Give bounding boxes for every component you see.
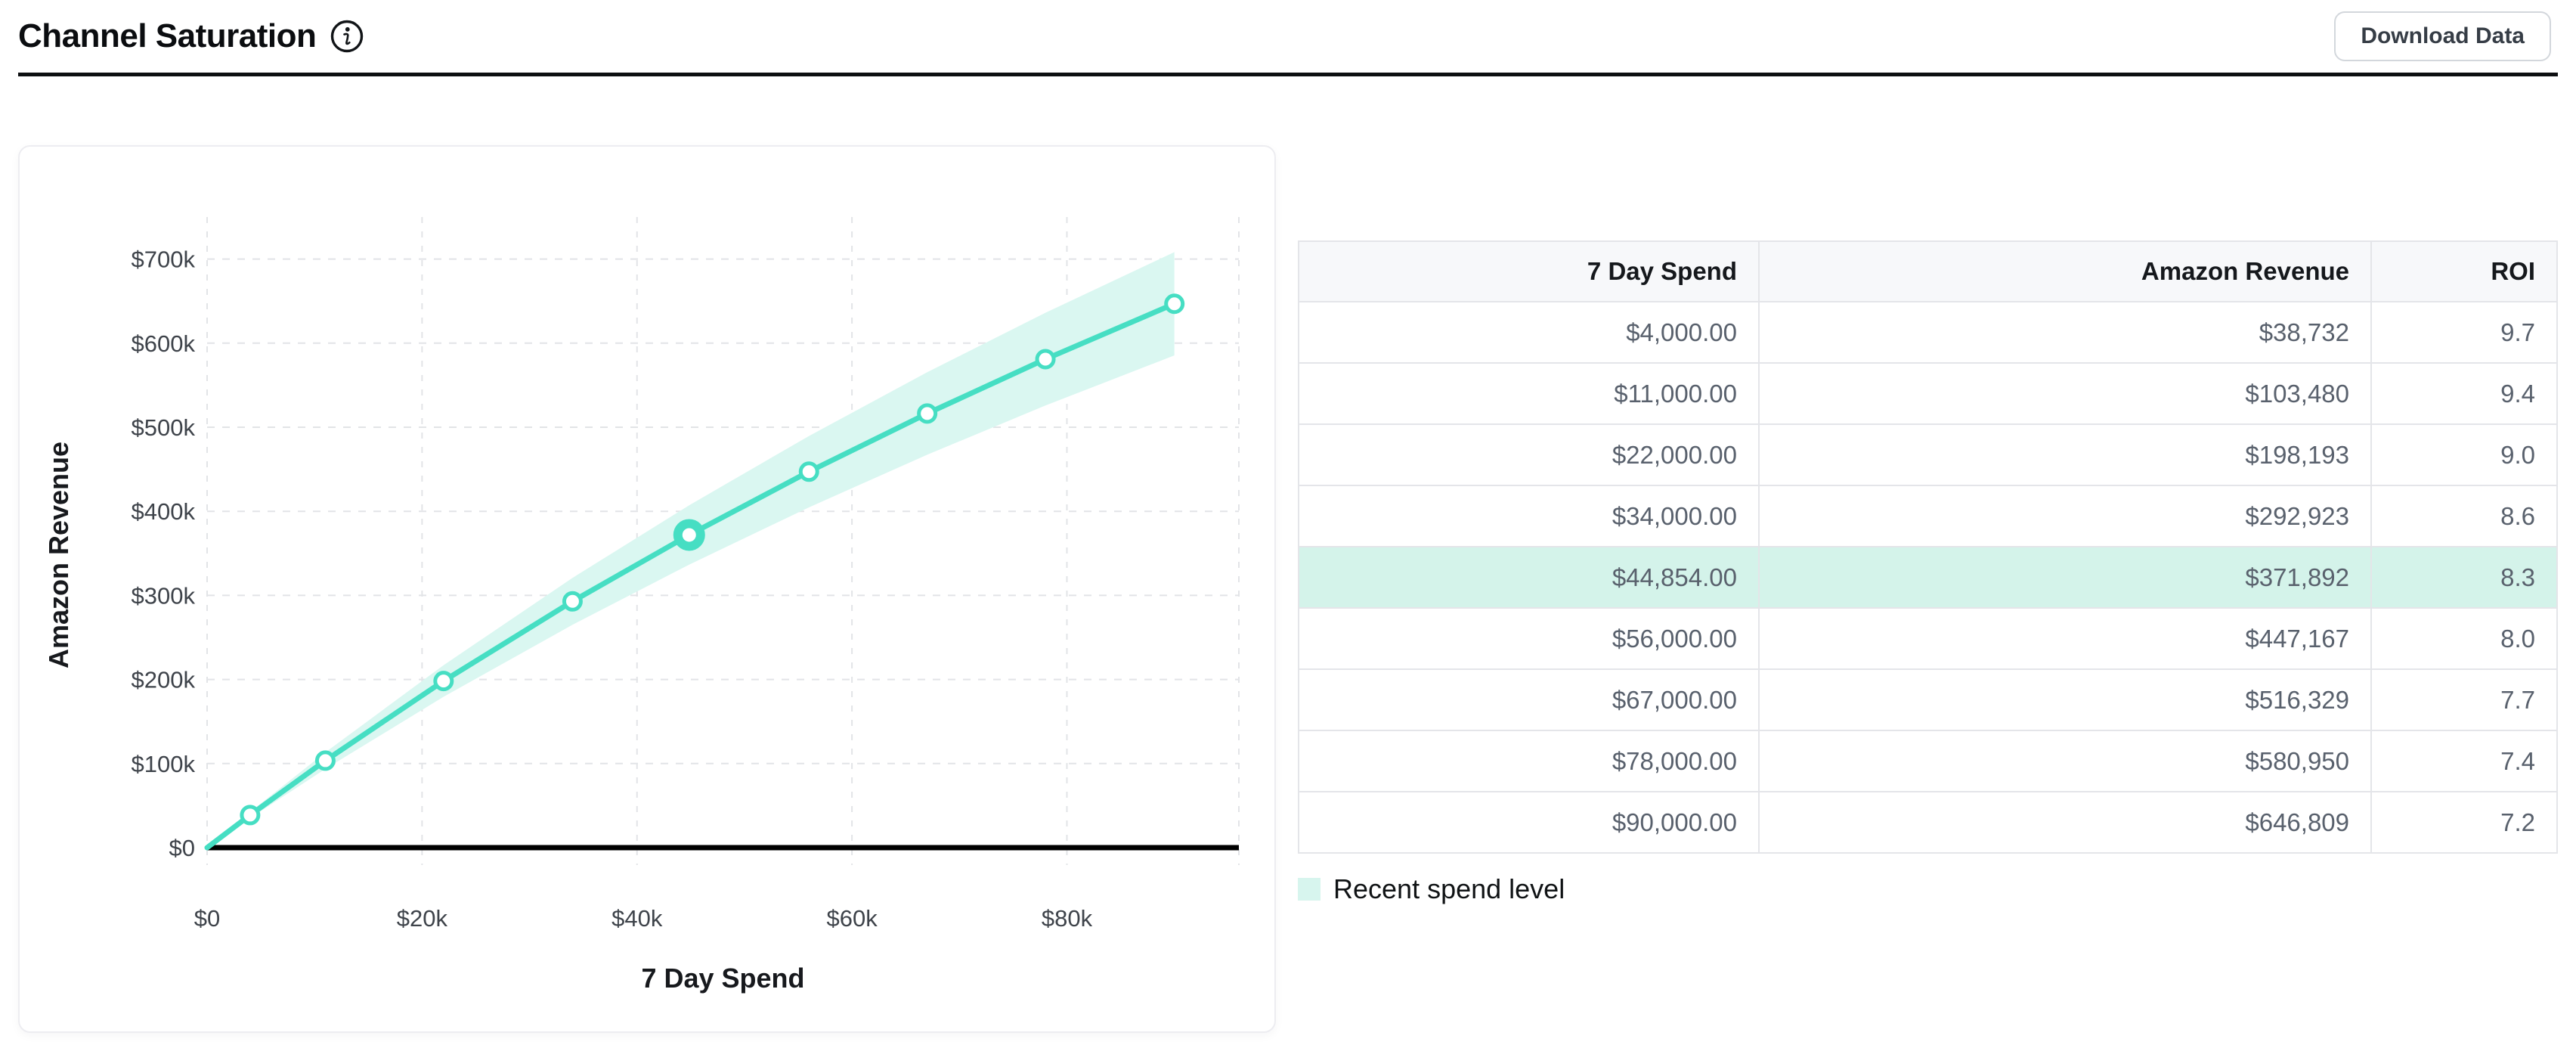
cell-revenue: $447,167 (1758, 607, 2372, 670)
cell-spend: $44,854.00 (1298, 546, 1760, 609)
cell-revenue: $371,892 (1758, 546, 2372, 609)
x-axis-title: 7 Day Spend (641, 963, 804, 994)
cell-revenue: $580,950 (1758, 730, 2372, 792)
cell-revenue: $198,193 (1758, 423, 2372, 486)
table-row: $22,000.00 $198,193 9.0 (1298, 423, 2558, 486)
table-row: $67,000.00 $516,329 7.7 (1298, 668, 2558, 731)
cell-spend: $22,000.00 (1298, 423, 1760, 486)
y-axis-tick-label: $300k (132, 582, 196, 609)
x-axis-tick-label: $40k (611, 905, 663, 932)
x-axis-tick-label: $60k (827, 905, 878, 932)
cell-revenue: $516,329 (1758, 668, 2372, 731)
cell-spend: $78,000.00 (1298, 730, 1760, 792)
cell-revenue: $646,809 (1758, 791, 2372, 854)
y-axis-tick-label: $200k (132, 667, 196, 693)
table-row: $90,000.00 $646,809 7.2 (1298, 791, 2558, 854)
cell-revenue: $103,480 (1758, 362, 2372, 425)
cell-spend: $67,000.00 (1298, 668, 1760, 731)
legend-swatch (1298, 878, 1321, 901)
cell-spend: $56,000.00 (1298, 607, 1760, 670)
title-group: Channel Saturation (18, 17, 364, 55)
table-row-highlighted: $44,854.00 $371,892 8.3 (1298, 546, 2558, 609)
column-header-roi: ROI (2370, 240, 2558, 302)
cell-revenue: $38,732 (1758, 301, 2372, 364)
page-header: Channel Saturation Download Data (18, 0, 2558, 76)
cell-roi: 9.4 (2370, 362, 2558, 425)
saturation-table-container: 7 Day Spend Amazon Revenue ROI $4,000.00 $3… (1298, 240, 2558, 854)
x-axis-tick-label: $0 (194, 905, 220, 932)
info-icon[interactable] (330, 19, 364, 54)
cell-roi: 8.3 (2370, 546, 2558, 609)
cell-roi: 9.0 (2370, 423, 2558, 486)
y-axis-tick-label: $500k (132, 414, 196, 441)
cell-roi: 8.6 (2370, 485, 2558, 547)
table-row: $34,000.00 $292,923 8.6 (1298, 485, 2558, 547)
data-point-marker[interactable] (314, 750, 336, 771)
data-point-marker[interactable] (1164, 293, 1185, 315)
table-row: $4,000.00 $38,732 9.7 (1298, 301, 2558, 364)
x-axis-tick-label: $20k (397, 905, 448, 932)
cell-spend: $90,000.00 (1298, 791, 1760, 854)
legend-label: Recent spend level (1333, 873, 1565, 904)
cell-roi: 7.2 (2370, 791, 2558, 854)
table-row: $11,000.00 $103,480 9.4 (1298, 362, 2558, 425)
cell-spend: $34,000.00 (1298, 485, 1760, 547)
y-axis-tick-label: $700k (132, 247, 196, 273)
data-point-marker[interactable] (1035, 349, 1056, 370)
x-axis-tick-label: $80k (1042, 905, 1093, 932)
column-header-revenue: Amazon Revenue (1758, 240, 2372, 302)
highlighted-data-point-center (682, 528, 696, 542)
y-axis-tick-label: $400k (132, 498, 196, 525)
table-row: $56,000.00 $447,167 8.0 (1298, 607, 2558, 670)
data-point-marker[interactable] (240, 805, 261, 826)
saturation-chart[interactable]: $0 $100k $200k $300k $400k $500k $600k $700k $0 $… (20, 147, 1274, 1031)
cell-roi: 7.4 (2370, 730, 2558, 792)
cell-revenue: $292,923 (1758, 485, 2372, 547)
cell-roi: 8.0 (2370, 607, 2558, 670)
column-header-spend: 7 Day Spend (1298, 240, 1760, 302)
cell-roi: 9.7 (2370, 301, 2558, 364)
cell-spend: $4,000.00 (1298, 301, 1760, 364)
data-point-marker[interactable] (798, 461, 819, 482)
chart-card: $0 $100k $200k $300k $400k $500k $600k $700k $0 $… (18, 145, 1276, 1033)
data-point-marker[interactable] (917, 403, 938, 424)
y-axis-tick-label: $600k (132, 330, 196, 357)
y-axis-title: Amazon Revenue (43, 442, 74, 668)
recent-spend-legend: Recent spend level (1298, 873, 1565, 905)
cell-roi: 7.7 (2370, 668, 2558, 731)
saturation-curve (204, 301, 1178, 851)
download-data-button[interactable]: Download Data (2334, 11, 2551, 61)
cell-spend: $11,000.00 (1298, 362, 1760, 425)
table-header: 7 Day Spend Amazon Revenue ROI (1298, 240, 2558, 302)
y-axis-tick-label: $100k (132, 751, 196, 777)
saturation-table: 7 Day Spend Amazon Revenue ROI $4,000.00 $3… (1298, 240, 2558, 854)
data-point-marker[interactable] (433, 671, 454, 692)
data-point-marker[interactable] (562, 591, 583, 612)
y-axis-tick-label: $0 (169, 835, 195, 861)
table-row: $78,000.00 $580,950 7.4 (1298, 730, 2558, 792)
page-title: Channel Saturation (18, 17, 317, 54)
